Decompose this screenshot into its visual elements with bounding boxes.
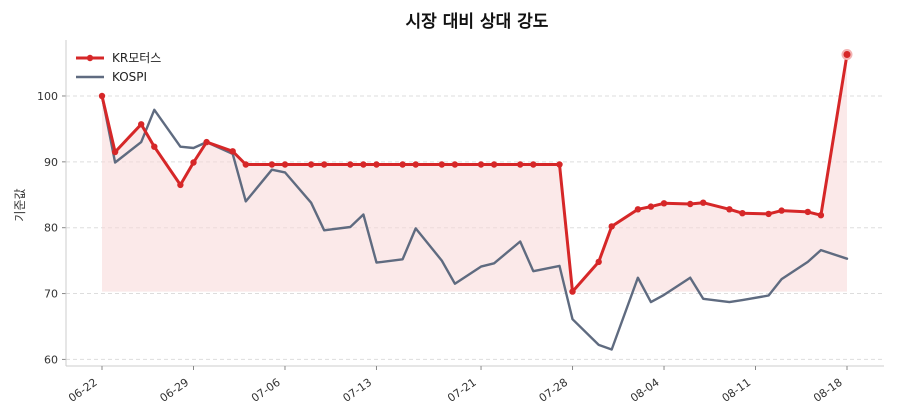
data-point (307, 161, 315, 168)
legend: KR모터스 KOSPI (76, 51, 161, 84)
data-point (138, 121, 145, 128)
data-point (399, 161, 406, 168)
data-point (687, 200, 694, 208)
x-tick-labels: 06-22 06-29 07-06 07-13 07-21 07-28 08-04 08-11… (66, 376, 845, 405)
data-point (517, 161, 524, 168)
data-point (373, 161, 380, 168)
data-point (608, 223, 615, 230)
data-point (530, 161, 537, 168)
series-lines (98, 49, 853, 351)
data-point (451, 161, 459, 168)
data-point (778, 207, 785, 214)
data-point (347, 161, 354, 168)
y-tick-label: 70 (44, 288, 58, 301)
data-point (817, 212, 825, 219)
data-point (268, 161, 276, 168)
data-point (229, 148, 236, 155)
data-point (438, 161, 445, 168)
x-tick-label: 07-28 (537, 376, 571, 405)
data-point (412, 161, 419, 168)
data-point (242, 161, 249, 168)
data-point (556, 161, 563, 168)
chart-title: 시장 대비 상대 강도 (406, 12, 549, 32)
data-point (111, 148, 119, 156)
data-point (569, 288, 576, 295)
x-tick-label: 06-29 (158, 376, 192, 405)
axes (62, 40, 884, 370)
x-tick-label: 08-18 (811, 376, 845, 405)
y-axis-label: 기준값 (13, 188, 27, 221)
x-tick-label: 08-04 (628, 376, 662, 405)
data-point (151, 143, 158, 150)
x-tick-label: 06-22 (66, 376, 100, 405)
data-point (321, 161, 328, 168)
data-point (490, 161, 498, 168)
y-tick-label: 100 (37, 90, 58, 103)
legend-swatch-marker (86, 54, 94, 62)
series-line (100, 53, 849, 294)
legend-label: KR모터스 (112, 51, 161, 65)
data-point (203, 138, 210, 146)
x-tick-label: 07-06 (249, 376, 283, 405)
data-point (700, 199, 707, 206)
data-point (360, 161, 367, 168)
data-point (98, 92, 106, 100)
x-tick-label: 07-21 (445, 376, 479, 405)
legend-item-krmotors: KR모터스 (76, 51, 161, 65)
data-point (634, 206, 642, 213)
series-krmotors (98, 49, 853, 295)
area-fill-region (102, 54, 847, 292)
data-point (177, 181, 184, 189)
x-tick-label: 08-11 (720, 376, 754, 405)
data-point (595, 258, 602, 266)
data-point (804, 208, 811, 216)
y-tick-label: 80 (44, 222, 58, 235)
legend-label: KOSPI (112, 70, 147, 84)
x-tick-label: 07-13 (341, 376, 375, 405)
data-point (726, 206, 733, 213)
legend-item-kospi: KOSPI (76, 70, 147, 84)
data-point (477, 161, 485, 168)
data-point (765, 210, 772, 218)
data-point (190, 159, 197, 166)
data-point (660, 200, 668, 207)
area-fill (102, 54, 847, 292)
data-point (841, 49, 853, 60)
y-tick-label: 90 (44, 156, 58, 169)
y-tick-label: 60 (44, 353, 58, 366)
data-point (281, 161, 289, 168)
data-point (739, 210, 746, 217)
y-tick-labels: 60 70 80 90 100 (37, 90, 58, 366)
data-point (647, 203, 655, 210)
